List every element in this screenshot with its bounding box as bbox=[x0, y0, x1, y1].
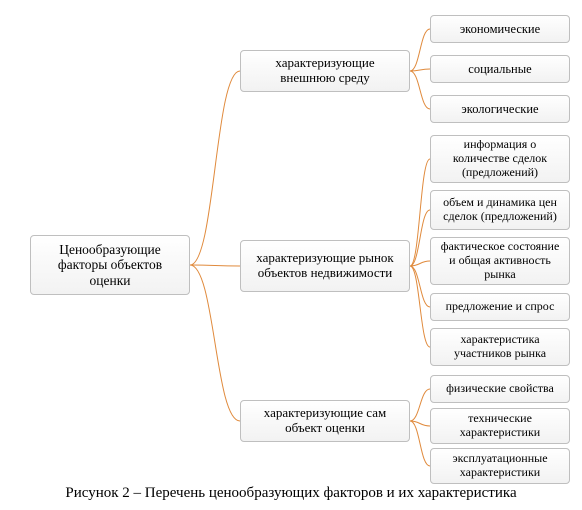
leaf-node-vol: объем и динамика цен сделок (предложений… bbox=[430, 190, 570, 230]
diagram-canvas: Ценообразующие факторы объектов оценки ха… bbox=[0, 0, 582, 510]
leaf-node-ecol: экологические bbox=[430, 95, 570, 123]
leaf-node-state: фактическое состояние и общая активность… bbox=[430, 237, 570, 285]
leaf-node-expl: эксплуатационные характеристики bbox=[430, 448, 570, 484]
leaf-node-tech: технические характеристики bbox=[430, 408, 570, 444]
leaf-node-soc: социальные bbox=[430, 55, 570, 83]
leaf-node-part: характеристика участников рынка bbox=[430, 328, 570, 366]
figure-caption: Рисунок 2 – Перечень ценообразующих факт… bbox=[0, 485, 582, 502]
branch-node-env: характеризующие внешнюю среду bbox=[240, 50, 410, 92]
leaf-node-phys: физические свойства bbox=[430, 375, 570, 403]
root-node: Ценообразующие факторы объектов оценки bbox=[30, 235, 190, 295]
branch-node-obj: характеризующие сам объект оценки bbox=[240, 400, 410, 442]
leaf-node-eco: экономические bbox=[430, 15, 570, 43]
leaf-node-info: информация о количестве сделок (предложе… bbox=[430, 135, 570, 183]
branch-node-mkt: характеризующие рынок объектов недвижимо… bbox=[240, 240, 410, 292]
leaf-node-supp: предложение и спрос bbox=[430, 293, 570, 321]
